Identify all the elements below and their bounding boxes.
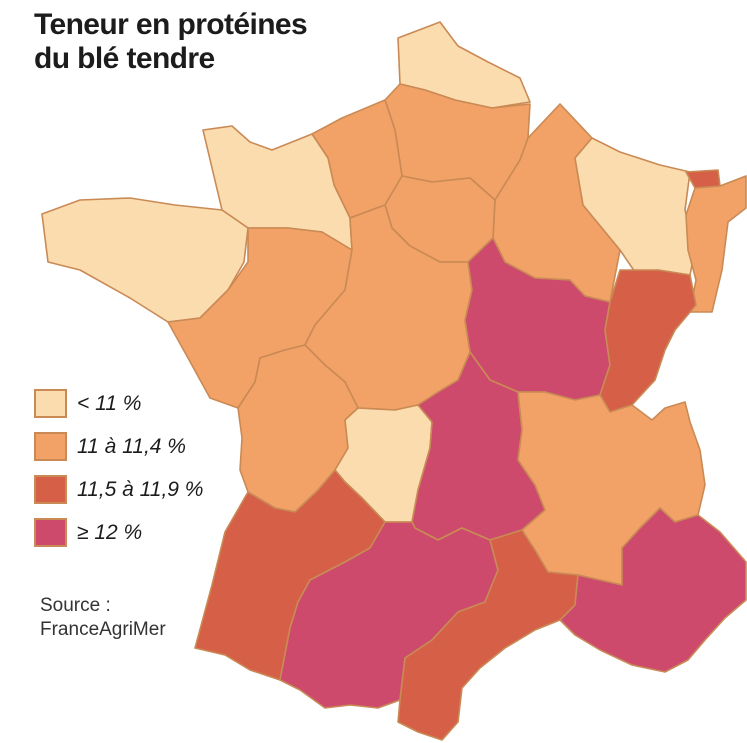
legend-label: 11 à 11,4 % [77,434,186,458]
legend-swatch [34,389,67,418]
legend-item-11-5-to-11-9: 11,5 à 11,9 % [34,474,203,505]
region-bretagne [41,197,249,323]
region-paca [559,507,747,673]
legend-item-12-plus: ≥ 12 % [34,517,203,548]
legend-item-under-11: < 11 % [34,388,203,419]
map-title-line-2: du blé tendre [34,42,215,75]
source-label: Source : [40,595,111,616]
region-franche-comte [599,269,697,413]
legend-item-11-to-11-4: 11 à 11,4 % [34,431,203,462]
legend-swatch [34,432,67,461]
legend-label: ≥ 12 % [77,520,143,544]
region-alsace [685,175,747,313]
source-note: Source : FranceAgriMer [40,594,166,642]
region-languedoc-roussillon [397,529,579,741]
map-title: Teneur en protéines du blé tendre [34,8,308,76]
legend-label: 11,5 à 11,9 % [77,477,204,501]
map-title-line-1: Teneur en protéines [34,8,308,41]
legend-swatch [34,475,67,504]
source-name: FranceAgriMer [40,619,166,640]
legend-label: < 11 % [77,391,142,415]
region-alsace-north [685,169,721,189]
map-legend: < 11 % 11 à 11,4 % 11,5 à 11,9 % ≥ 12 % [34,388,203,560]
legend-swatch [34,518,67,547]
